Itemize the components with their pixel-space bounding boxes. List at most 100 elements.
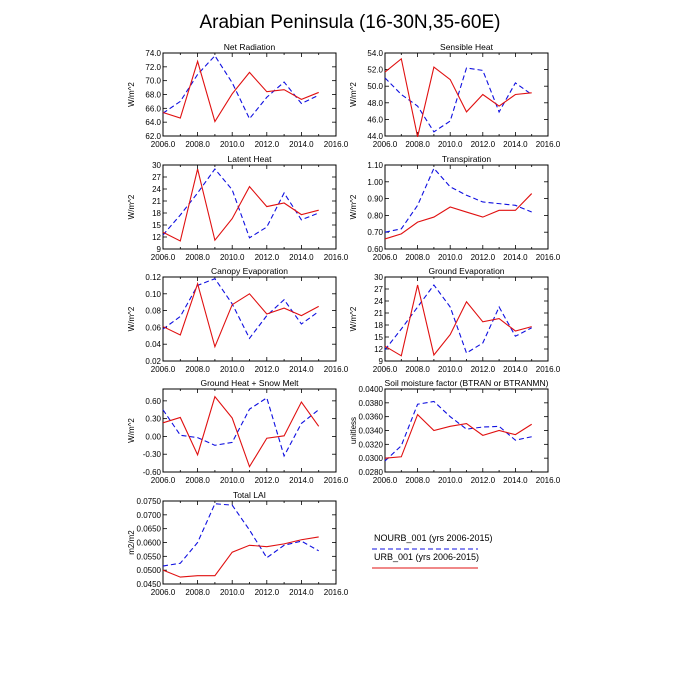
y-tick-label: -0.30 (143, 450, 162, 459)
y-tick-label: 74.0 (145, 49, 161, 58)
y-tick-label: 0.0550 (137, 552, 162, 561)
series-line-urb (384, 193, 533, 240)
x-tick-label: 2012.0 (255, 140, 280, 149)
y-tick-label: 0.60 (367, 245, 383, 254)
panel-title: Ground Heat + Snow Melt (200, 378, 299, 388)
y-tick-label: 0.0320 (359, 440, 384, 449)
x-tick-label: 2010.0 (438, 253, 463, 262)
x-tick-label: 2016.0 (536, 253, 561, 262)
x-tick-label: 2008.0 (405, 140, 430, 149)
series-line-nourb (162, 54, 319, 120)
x-tick-label: 2006.0 (373, 476, 398, 485)
x-tick-label: 2010.0 (220, 365, 245, 374)
y-tick-label: 0.10 (145, 290, 161, 299)
y-tick-label: 12 (152, 233, 161, 242)
series-line-nourb (162, 397, 320, 458)
x-tick-label: 2008.0 (405, 253, 430, 262)
plot-frame (384, 52, 549, 137)
y-tick-label: 50.0 (367, 82, 383, 91)
x-tick-label: 2016.0 (324, 588, 349, 597)
x-tick-label: 2010.0 (220, 253, 245, 262)
panel-title: Total LAI (233, 490, 266, 500)
panel-title: Canopy Evaporation (211, 266, 288, 276)
y-tick-label: 0.08 (145, 307, 161, 316)
panel-total-lai: Total LAI 2006.0 2008.0 2010.0 2012.0 2014.0 2… (127, 490, 349, 597)
x-tick-label: 2012.0 (471, 476, 496, 485)
y-tick-label: 0.06 (145, 323, 161, 332)
y-tick-label: 1.00 (367, 178, 383, 187)
x-tick-label: 2010.0 (438, 476, 463, 485)
plot-frame (384, 164, 549, 250)
plot-frame (162, 52, 337, 137)
y-axis-label: W/m^2 (349, 194, 358, 219)
panel-transpiration: Transpiration 2006.0 2008.0 2010.0 2012.0 201… (349, 154, 561, 262)
x-tick-label: 2010.0 (220, 140, 245, 149)
x-tick-label: 2006.0 (373, 253, 398, 262)
y-tick-label: 0.12 (145, 273, 161, 282)
x-tick-label: 2014.0 (289, 140, 314, 149)
y-tick-label: 68.0 (145, 91, 161, 100)
panel-title: Soil moisture factor (BTRAN or BTRANMN) (385, 378, 549, 388)
series-line-urb (162, 168, 319, 242)
series-line-nourb (384, 167, 532, 233)
y-tick-label: 64.0 (145, 118, 161, 127)
y-tick-label: 0.0280 (359, 468, 384, 477)
x-tick-label: 2016.0 (324, 365, 349, 374)
panel-ground-evaporation: Ground Evaporation 2006.0 2008.0 2010.0 2012… (349, 266, 561, 374)
x-tick-label: 2012.0 (471, 365, 496, 374)
y-tick-label: 18 (374, 321, 383, 330)
y-tick-label: 48.0 (367, 99, 383, 108)
y-axis-label: W/m^2 (349, 82, 358, 107)
y-tick-label: 21 (374, 309, 383, 318)
y-tick-label: 15 (152, 221, 161, 230)
y-tick-label: 46.0 (367, 115, 383, 124)
x-tick-label: 2016.0 (536, 476, 561, 485)
y-tick-label: 30 (152, 161, 161, 170)
y-tick-label: 27 (374, 285, 383, 294)
x-tick-label: 2010.0 (438, 365, 463, 374)
series-line-urb (162, 59, 319, 123)
y-tick-label: 0.60 (145, 397, 161, 406)
y-tick-label: 0.0360 (359, 413, 384, 422)
series-line-urb (162, 281, 319, 349)
panel-soil-moisture-factor-btran-or-btranmn: Soil moisture factor (BTRAN or BTRANMN) 2… (349, 378, 561, 485)
y-tick-label: 0.30 (145, 415, 161, 424)
y-tick-label: 0.80 (367, 211, 383, 220)
x-tick-label: 2014.0 (503, 140, 528, 149)
x-tick-label: 2008.0 (185, 253, 210, 262)
x-tick-label: 2012.0 (255, 365, 280, 374)
x-tick-label: 2006.0 (151, 140, 176, 149)
series-line-nourb (384, 67, 533, 133)
y-tick-label: 44.0 (367, 132, 383, 141)
y-tick-label: 18 (152, 209, 161, 218)
series-line-nourb (162, 503, 319, 567)
y-tick-label: 0.0400 (359, 385, 384, 394)
x-tick-label: 2016.0 (536, 365, 561, 374)
x-tick-label: 2014.0 (503, 253, 528, 262)
x-tick-label: 2016.0 (324, 140, 349, 149)
x-tick-label: 2012.0 (471, 140, 496, 149)
y-tick-label: 9 (379, 357, 384, 366)
y-tick-label: 21 (152, 197, 161, 206)
y-tick-label: 30 (374, 273, 383, 282)
x-tick-label: 2016.0 (536, 140, 561, 149)
y-tick-label: 66.0 (145, 104, 161, 113)
plot-frame (162, 276, 337, 362)
plot-frame (384, 388, 549, 473)
page-title: Arabian Peninsula (16-30N,35-60E) (199, 12, 500, 33)
panel-sensible-heat: Sensible Heat 2006.0 2008.0 2010.0 2012.0 201… (349, 42, 561, 149)
y-axis-label: W/m^2 (127, 194, 136, 219)
y-tick-label: 24 (374, 297, 383, 306)
x-tick-label: 2008.0 (405, 365, 430, 374)
y-tick-label: 15 (374, 333, 383, 342)
panel-canopy-evaporation: Canopy Evaporation 2006.0 2008.0 2010.0 2012… (127, 266, 349, 374)
x-tick-label: 2006.0 (151, 476, 176, 485)
y-tick-label: 9 (157, 245, 162, 254)
y-tick-label: 0.70 (367, 228, 383, 237)
plot-frame (162, 388, 337, 473)
panel-title: Ground Evaporation (428, 266, 504, 276)
legend-label-nourb: NOURB_001 (yrs 2006-2015) (374, 533, 493, 543)
series-line-nourb (384, 400, 532, 462)
x-tick-label: 2014.0 (289, 476, 314, 485)
